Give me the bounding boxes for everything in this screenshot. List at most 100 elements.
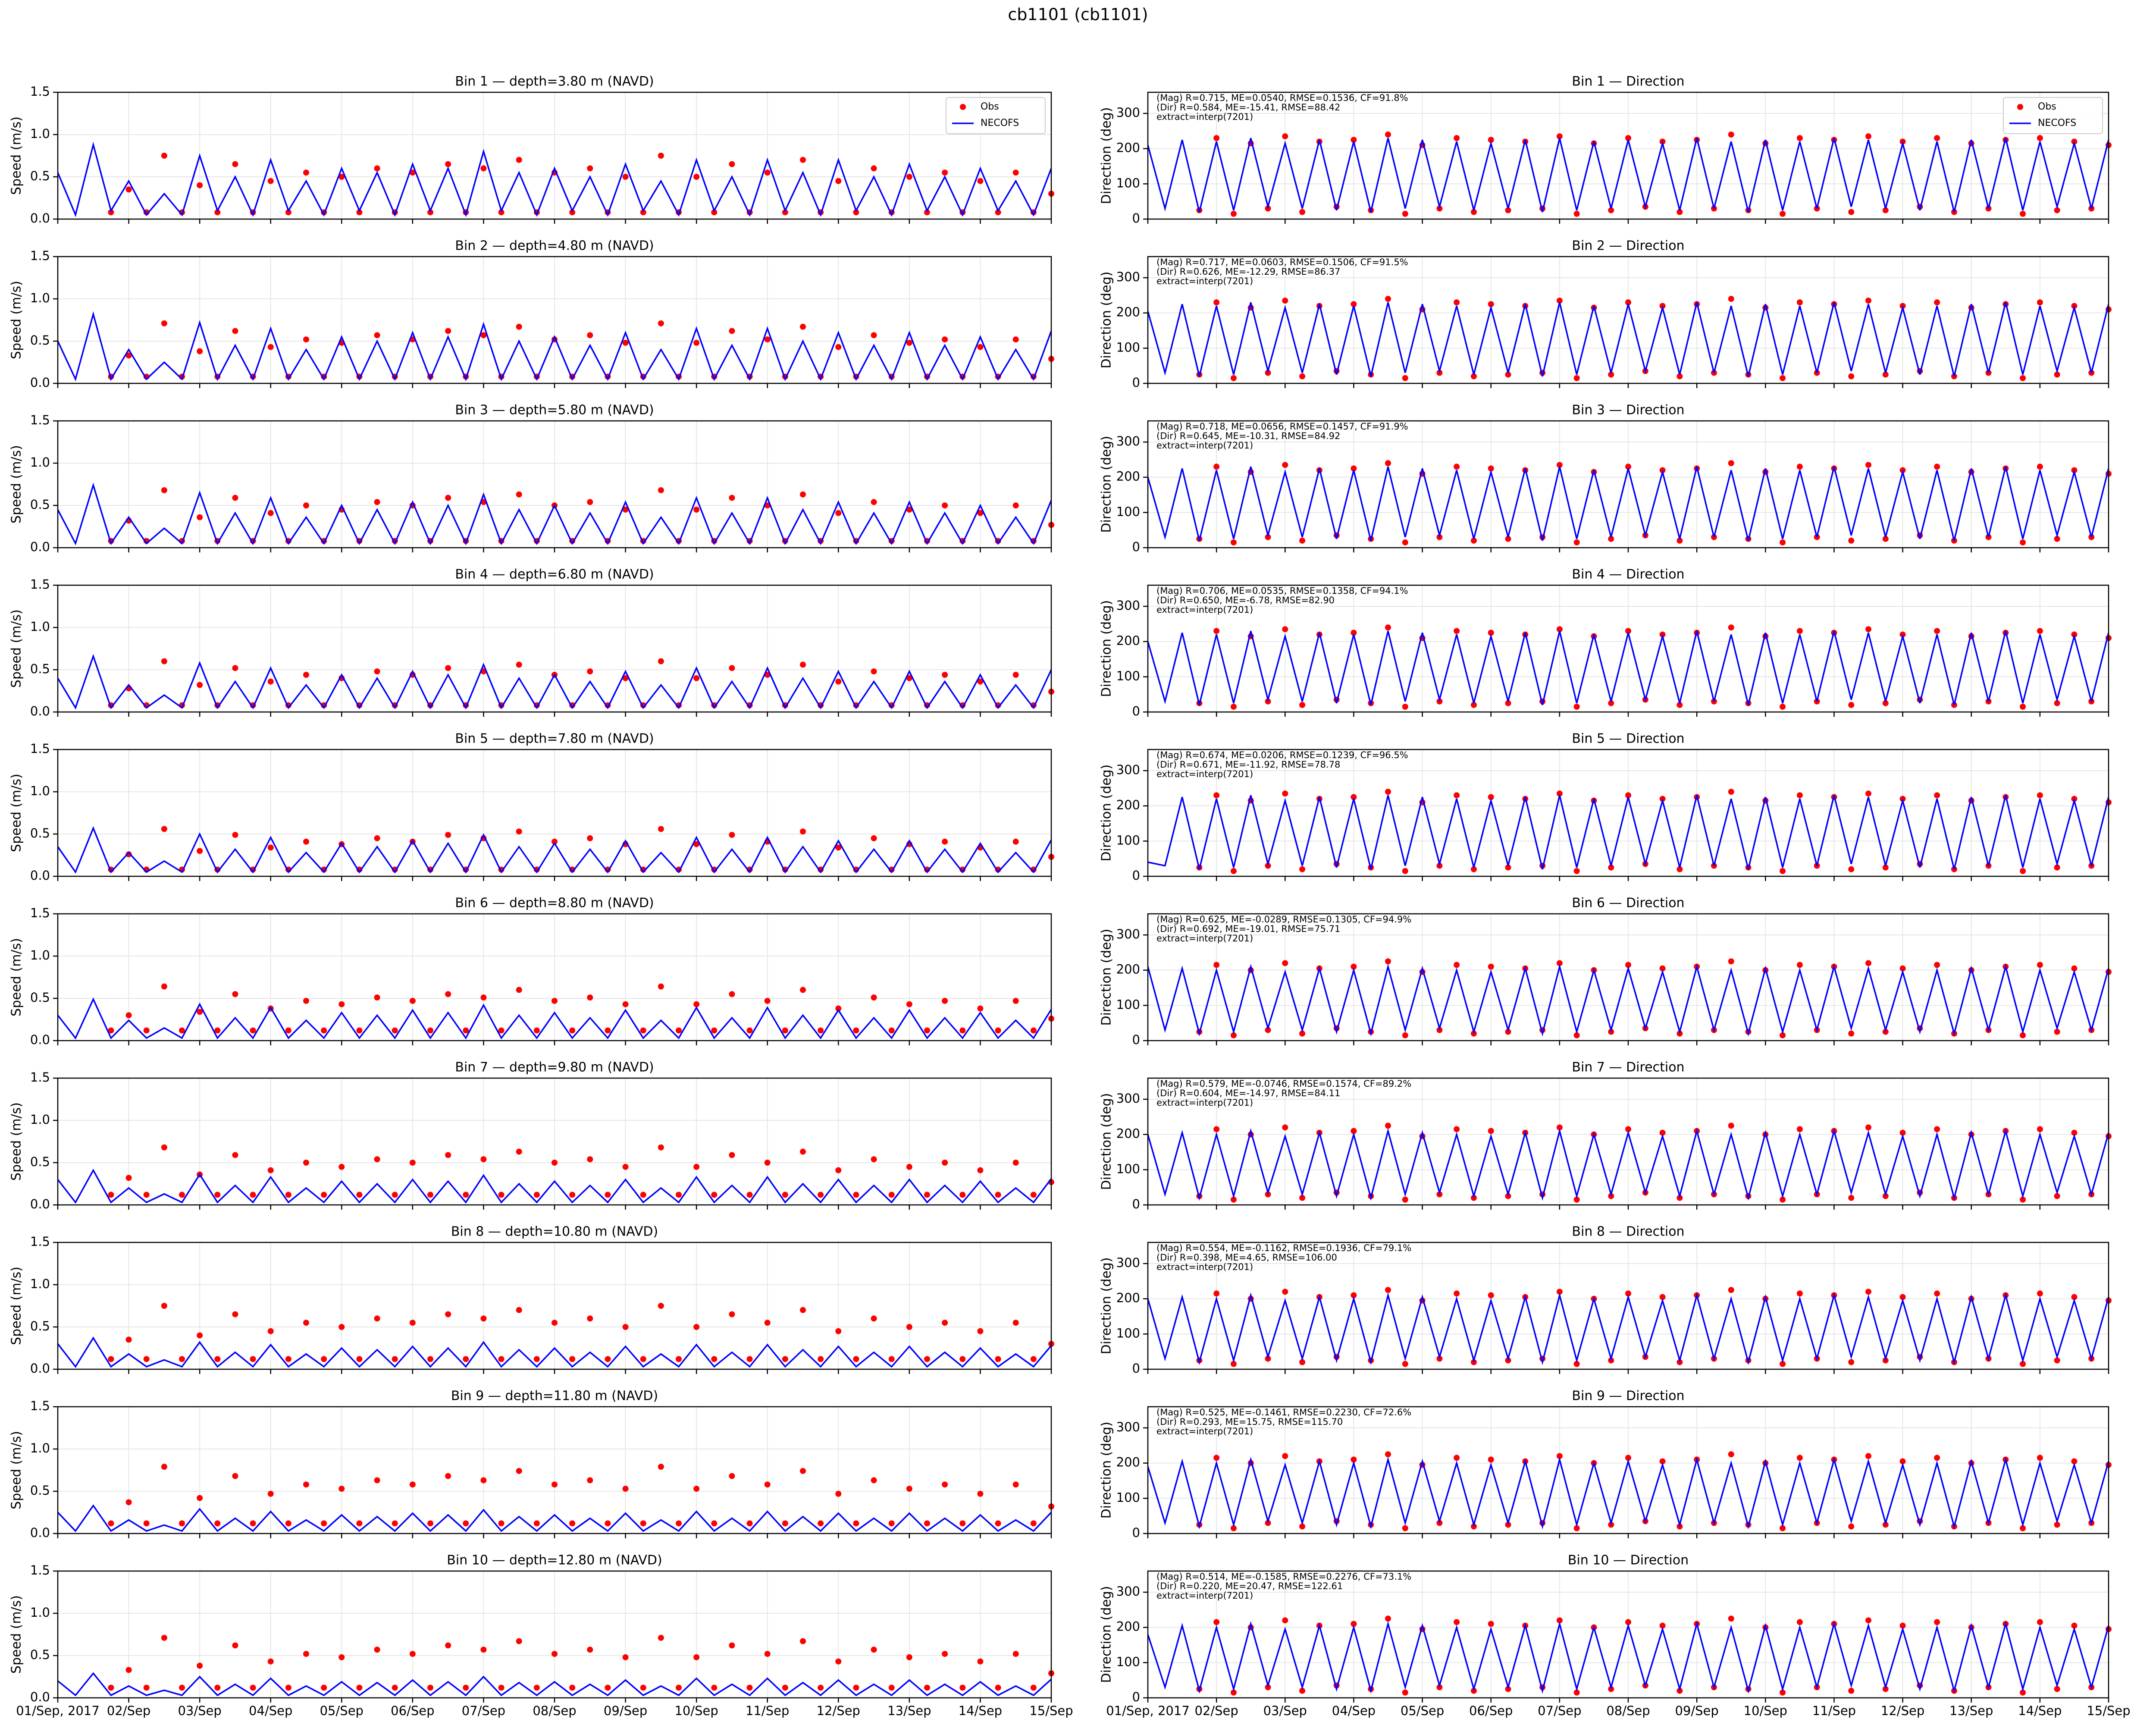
obs-point xyxy=(552,1651,558,1657)
obs-point xyxy=(1728,958,1734,965)
obs-point xyxy=(888,1192,895,1198)
legend-label: Obs xyxy=(981,101,999,112)
x-tick-label: 02/Sep xyxy=(107,1703,150,1718)
obs-point xyxy=(1488,465,1494,472)
obs-point xyxy=(1505,207,1511,213)
y-tick-label: 1.0 xyxy=(30,948,50,963)
obs-point xyxy=(179,1684,185,1691)
obs-point xyxy=(1899,1458,1906,1465)
subplot-title: Bin 6 — depth=8.80 m (NAVD) xyxy=(455,896,654,911)
obs-point xyxy=(250,1192,256,1198)
subplot: 0 100 200 300 Bin 2 — Direction Direction (de… xyxy=(1099,238,2112,390)
obs-point xyxy=(1402,703,1408,710)
obs-point xyxy=(640,209,646,216)
obs-point xyxy=(498,1192,505,1198)
x-tick-label: 12/Sep xyxy=(817,1703,860,1718)
obs-point xyxy=(533,1027,540,1034)
obs-point xyxy=(1488,301,1494,307)
obs-point xyxy=(445,991,451,997)
obs-point xyxy=(1865,298,1871,304)
obs-point xyxy=(1573,868,1580,874)
obs-point xyxy=(392,1027,398,1034)
obs-point xyxy=(427,1520,433,1527)
y-tick-label: 0.0 xyxy=(30,1690,50,1704)
obs-point xyxy=(1625,1126,1631,1132)
obs-point xyxy=(1882,207,1889,213)
obs-point xyxy=(658,1464,664,1470)
obs-point xyxy=(1882,700,1889,706)
obs-point xyxy=(2054,207,2060,213)
obs-point xyxy=(2054,1193,2060,1199)
obs-point xyxy=(1351,1292,1357,1298)
obs-point xyxy=(746,1192,753,1198)
y-axis-label: Speed (m/s) xyxy=(9,1267,24,1345)
obs-point xyxy=(2020,375,2026,381)
obs-point xyxy=(729,1152,735,1158)
subplot: 0.0 0.5 1.0 1.5 Bin 4 — depth=6.80 m (NAVD) S… xyxy=(9,567,1054,718)
axes-frame xyxy=(57,420,1052,549)
obs-point xyxy=(1454,628,1460,634)
subplot-title: Bin 3 — Direction xyxy=(1572,403,1684,418)
obs-point xyxy=(995,1027,1001,1034)
stats-annotation: (Dir) R=0.650, ME=-6.78, RMSE=82.90 xyxy=(1156,595,1335,605)
obs-point xyxy=(1796,464,1803,470)
obs-point xyxy=(1934,299,1940,306)
obs-point xyxy=(1282,462,1288,468)
obs-point xyxy=(232,161,238,167)
obs-point xyxy=(924,1027,930,1034)
subplot-title: Bin 4 — depth=6.80 m (NAVD) xyxy=(455,567,654,582)
obs-point xyxy=(1402,1196,1408,1203)
obs-point xyxy=(392,1684,398,1691)
obs-point xyxy=(942,169,948,176)
y-tick-label: 1.5 xyxy=(30,577,50,592)
obs-point xyxy=(2054,700,2060,706)
obs-point xyxy=(125,1667,132,1673)
obs-point xyxy=(1934,1455,1940,1461)
obs-point xyxy=(2020,1525,2026,1531)
obs-point xyxy=(161,658,167,665)
subplot-title: Bin 6 — Direction xyxy=(1572,896,1684,911)
subplot-title: Bin 8 — Direction xyxy=(1572,1224,1684,1239)
obs-point xyxy=(1505,371,1511,378)
obs-point xyxy=(1659,1622,1666,1629)
subplot: 0.0 0.5 1.0 1.5 Bin 5 — depth=7.80 m (NAVD) S… xyxy=(9,731,1054,883)
y-tick-label: 1.0 xyxy=(30,1112,50,1127)
obs-point xyxy=(2020,703,2026,710)
obs-point xyxy=(1865,462,1871,468)
obs-point xyxy=(338,1654,345,1660)
y-tick-label: 200 xyxy=(1116,798,1140,812)
obs-point xyxy=(321,1520,327,1527)
stats-annotation: extract=interp(7201) xyxy=(1156,933,1253,944)
obs-point xyxy=(835,678,842,685)
obs-point xyxy=(906,1324,912,1330)
obs-point xyxy=(764,997,771,1004)
obs-point xyxy=(197,348,203,354)
stats-annotation: (Dir) R=0.293, ME=15.75, RMSE=115.70 xyxy=(1156,1417,1343,1427)
obs-point xyxy=(622,174,629,180)
obs-point xyxy=(161,983,167,990)
obs-point xyxy=(1282,1289,1288,1295)
obs-point xyxy=(108,1356,114,1362)
axes-frame xyxy=(1147,420,2109,549)
obs-point xyxy=(1488,963,1494,970)
obs-point xyxy=(711,1192,718,1198)
obs-point xyxy=(959,1684,966,1691)
obs-point xyxy=(1796,135,1803,141)
obs-point xyxy=(1230,539,1237,546)
obs-point xyxy=(835,1658,842,1665)
obs-point xyxy=(640,1684,646,1691)
obs-point xyxy=(1454,1290,1460,1297)
y-tick-label: 100 xyxy=(1116,340,1140,354)
y-tick-label: 200 xyxy=(1116,305,1140,320)
obs-point xyxy=(161,826,167,832)
y-tick-label: 0.5 xyxy=(30,662,50,676)
y-tick-label: 200 xyxy=(1116,469,1140,484)
obs-point xyxy=(1573,1361,1580,1367)
obs-point xyxy=(214,1027,221,1034)
y-tick-label: 0.5 xyxy=(30,1154,50,1169)
axes-frame xyxy=(57,1242,1052,1370)
obs-point xyxy=(232,1311,238,1317)
subplot: 01/Sep, 2017 02/Sep 03/Sep 04/Sep 05/Sep 06/S… xyxy=(9,1553,1073,1719)
obs-point xyxy=(782,1684,788,1691)
